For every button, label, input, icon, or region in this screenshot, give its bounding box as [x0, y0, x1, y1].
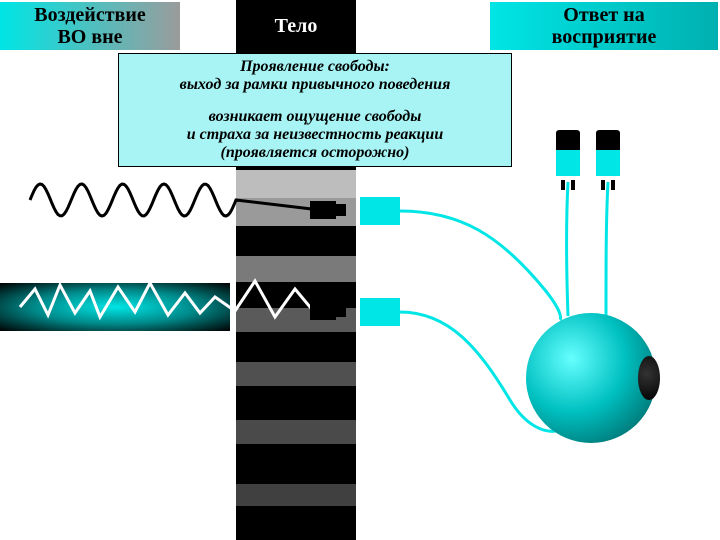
- eye-pupil: [638, 356, 660, 400]
- top-plug-bar: [556, 150, 580, 176]
- freedom-textbox: Проявление свободы: выход за рамки привы…: [118, 53, 512, 167]
- socket-upper: [360, 197, 400, 225]
- textbox-body: возникает ощущение свободы и страха за н…: [187, 108, 443, 161]
- header-right-text: Ответ на восприятие: [552, 4, 657, 48]
- spine-band: [236, 506, 356, 540]
- top-plug-pin: [611, 180, 615, 190]
- spine-band: [236, 226, 356, 256]
- header-center: Тело: [236, 2, 356, 50]
- plug-upper: [310, 201, 336, 219]
- plug-lower: [310, 302, 336, 320]
- spine-band: [236, 386, 356, 420]
- wire-to-topplug-2: [606, 182, 608, 316]
- wire-to-topplug-1: [567, 182, 569, 316]
- top-plug-pin: [561, 180, 565, 190]
- top-plug-cap: [596, 130, 620, 150]
- signal-gradient-bar: [0, 283, 230, 331]
- spine-band: [236, 332, 356, 362]
- header-left: Воздействие ВО вне: [0, 2, 180, 50]
- wire-upper: [400, 211, 561, 320]
- spine-band: [236, 484, 356, 506]
- spine-band: [236, 362, 356, 386]
- top-plug-pin: [571, 180, 575, 190]
- spine-band: [236, 420, 356, 444]
- eye-sphere: [526, 313, 656, 443]
- socket-lower: [360, 298, 400, 326]
- textbox-line2: выход за рамки привычного поведения: [180, 76, 451, 93]
- spine-band: [236, 256, 356, 282]
- spine-band: [236, 444, 356, 484]
- textbox-title: Проявление свободы:: [240, 58, 390, 75]
- top-plug-bar: [596, 150, 620, 176]
- header-left-text: Воздействие ВО вне: [34, 4, 145, 48]
- top-plug-cap: [556, 130, 580, 150]
- header-right: Ответ на восприятие: [490, 2, 718, 50]
- header-center-text: Тело: [275, 15, 318, 38]
- top-plug-2: [596, 130, 620, 182]
- top-plug-pin: [601, 180, 605, 190]
- spine-band: [236, 170, 356, 198]
- top-plug-1: [556, 130, 580, 182]
